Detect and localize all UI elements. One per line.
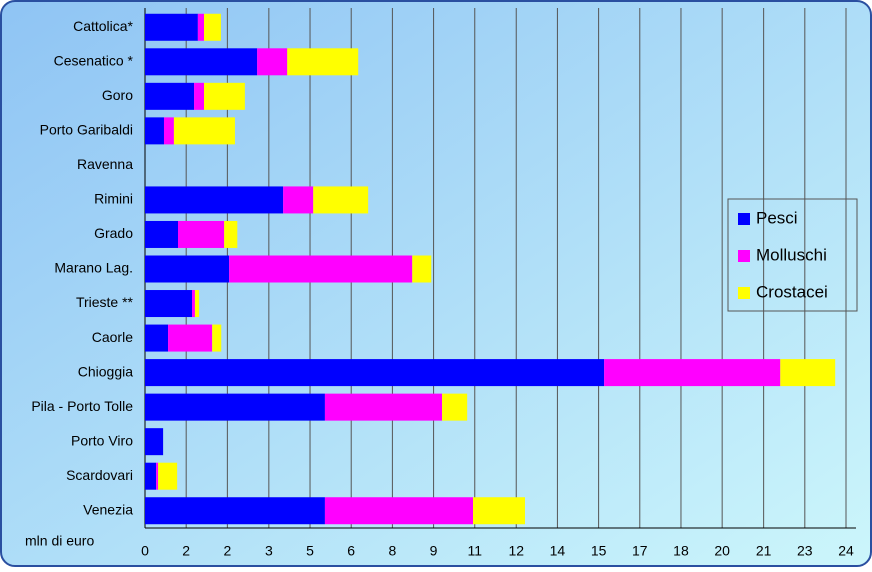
bar — [212, 324, 222, 352]
legend-swatch — [738, 213, 750, 225]
bar — [604, 359, 781, 387]
y-tick-label: Marano Lag. — [54, 260, 133, 276]
bar — [145, 359, 605, 387]
legend-swatch — [738, 250, 750, 262]
bar — [158, 462, 178, 490]
x-tick-label: 12 — [508, 543, 524, 559]
x-tick-label: 15 — [591, 543, 607, 559]
bar — [145, 13, 198, 41]
y-tick-label: Rimini — [94, 191, 133, 207]
bar — [145, 324, 169, 352]
y-tick-label: Ravenna — [77, 156, 133, 172]
bar — [145, 290, 193, 318]
bar — [145, 117, 164, 145]
y-tick-label: Chioggia — [78, 363, 133, 379]
bar — [145, 220, 179, 248]
bar — [257, 48, 288, 76]
legend — [727, 198, 858, 312]
bar — [145, 48, 258, 76]
bar — [442, 393, 468, 421]
x-tick-label: 3 — [265, 543, 273, 559]
y-tick-label: Trieste ** — [76, 294, 134, 310]
bar — [145, 462, 157, 490]
x-tick-label: 6 — [347, 543, 355, 559]
legend-label: Molluschi — [756, 245, 827, 264]
bar — [145, 82, 195, 110]
x-tick-label: 23 — [797, 543, 813, 559]
bar — [229, 255, 413, 283]
x-tick-label: 11 — [467, 543, 482, 559]
y-tick-label: Venezia — [83, 501, 133, 517]
bar — [168, 324, 213, 352]
bar — [283, 186, 314, 214]
y-tick-label: Caorle — [92, 329, 133, 345]
bar — [145, 186, 284, 214]
bar — [204, 82, 245, 110]
y-tick-label: Porto Garibaldi — [40, 122, 133, 138]
x-tick-label: 18 — [673, 543, 689, 559]
x-tick-label: 14 — [550, 543, 566, 559]
y-tick-label: Cattolica* — [73, 18, 133, 34]
bar — [178, 220, 225, 248]
x-tick-label: 9 — [430, 543, 438, 559]
bar — [412, 255, 432, 283]
x-tick-label: 20 — [714, 543, 730, 559]
y-tick-label: Scardovari — [66, 467, 133, 483]
bar — [145, 497, 325, 525]
y-tick-label: Goro — [102, 87, 133, 103]
x-tick-label: 2 — [182, 543, 190, 559]
bar — [473, 497, 526, 525]
x-tick-label: 8 — [388, 543, 396, 559]
bar — [163, 117, 174, 145]
y-tick-label: Porto Viro — [71, 432, 133, 448]
x-tick-label: 21 — [756, 543, 772, 559]
bar — [156, 462, 159, 490]
y-tick-label: Pila - Porto Tolle — [31, 398, 133, 414]
bar — [780, 359, 836, 387]
bar — [224, 220, 238, 248]
bar — [197, 13, 205, 41]
legend-label: Pesci — [756, 208, 798, 227]
x-axis-label: mln di euro — [25, 533, 94, 549]
bar — [192, 290, 195, 318]
bar — [145, 393, 325, 421]
bar — [324, 497, 474, 525]
legend-swatch — [738, 287, 750, 299]
bar — [313, 186, 369, 214]
bar — [194, 290, 200, 318]
bar — [324, 393, 443, 421]
x-tick-label: 17 — [632, 543, 648, 559]
y-tick-label: Cesenatico * — [54, 53, 134, 69]
bar — [173, 117, 235, 145]
x-tick-label: 24 — [838, 543, 854, 559]
bar — [287, 48, 359, 76]
bar — [204, 13, 221, 41]
bar — [145, 428, 164, 456]
bar — [145, 255, 230, 283]
legend-label: Crostacei — [756, 282, 828, 301]
x-tick-label: 0 — [141, 543, 149, 559]
bar — [194, 82, 205, 110]
x-tick-label: 2 — [223, 543, 231, 559]
y-tick-label: Grado — [94, 225, 133, 241]
x-tick-label: 5 — [306, 543, 314, 559]
